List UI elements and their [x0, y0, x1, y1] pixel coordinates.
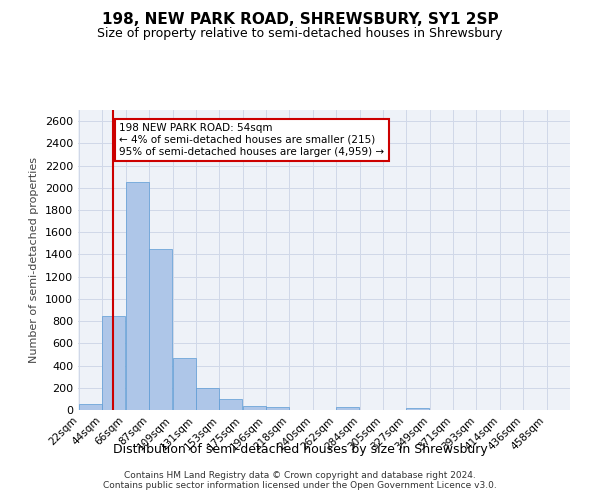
Bar	[103, 316, 125, 410]
Bar	[126, 182, 149, 410]
Text: 198, NEW PARK ROAD, SHREWSBURY, SY1 2SP: 198, NEW PARK ROAD, SHREWSBURY, SY1 2SP	[101, 12, 499, 28]
Text: Distribution of semi-detached houses by size in Shrewsbury: Distribution of semi-detached houses by …	[113, 442, 487, 456]
Bar	[243, 406, 266, 410]
Y-axis label: Number of semi-detached properties: Number of semi-detached properties	[29, 157, 40, 363]
Text: Contains HM Land Registry data © Crown copyright and database right 2024.
Contai: Contains HM Land Registry data © Crown c…	[103, 470, 497, 490]
Bar	[149, 249, 172, 410]
Bar	[406, 408, 430, 410]
Bar	[266, 406, 289, 410]
Bar	[79, 404, 102, 410]
Bar	[220, 400, 242, 410]
Bar	[196, 388, 219, 410]
Bar	[173, 358, 196, 410]
Text: 198 NEW PARK ROAD: 54sqm
← 4% of semi-detached houses are smaller (215)
95% of s: 198 NEW PARK ROAD: 54sqm ← 4% of semi-de…	[119, 124, 385, 156]
Bar	[336, 407, 359, 410]
Text: Size of property relative to semi-detached houses in Shrewsbury: Size of property relative to semi-detach…	[97, 28, 503, 40]
